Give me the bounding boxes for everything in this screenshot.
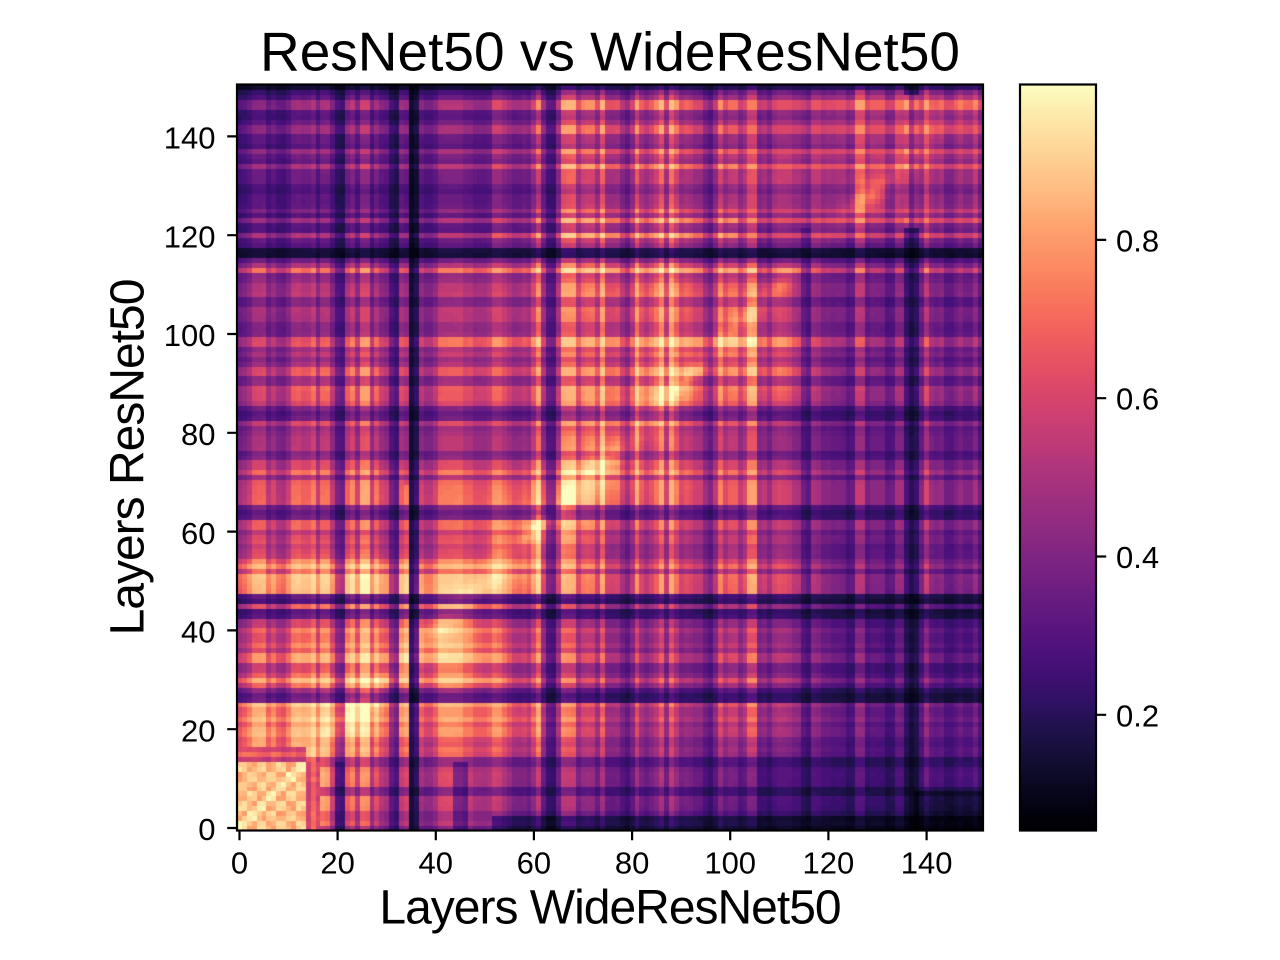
svg-text:140: 140 bbox=[901, 845, 953, 880]
svg-text:60: 60 bbox=[181, 516, 215, 551]
svg-text:60: 60 bbox=[517, 845, 551, 880]
svg-text:40: 40 bbox=[181, 615, 215, 650]
svg-text:40: 40 bbox=[419, 845, 453, 880]
svg-text:20: 20 bbox=[320, 845, 354, 880]
svg-text:ResNet50 vs WideResNet50: ResNet50 vs WideResNet50 bbox=[260, 21, 960, 83]
svg-text:0.2: 0.2 bbox=[1116, 698, 1159, 733]
svg-text:80: 80 bbox=[181, 417, 215, 452]
svg-text:120: 120 bbox=[164, 219, 216, 254]
svg-text:140: 140 bbox=[164, 121, 216, 156]
svg-text:80: 80 bbox=[615, 845, 649, 880]
svg-text:0.4: 0.4 bbox=[1116, 540, 1159, 575]
svg-text:20: 20 bbox=[181, 713, 215, 748]
svg-text:0.8: 0.8 bbox=[1116, 223, 1159, 258]
svg-text:0.6: 0.6 bbox=[1116, 382, 1159, 417]
svg-text:0: 0 bbox=[231, 845, 248, 880]
svg-text:Layers WideResNet50: Layers WideResNet50 bbox=[379, 881, 840, 934]
svg-text:0: 0 bbox=[198, 812, 215, 847]
svg-text:Layers ResNet50: Layers ResNet50 bbox=[102, 280, 155, 636]
svg-text:120: 120 bbox=[803, 845, 855, 880]
svg-text:100: 100 bbox=[704, 845, 756, 880]
svg-text:100: 100 bbox=[164, 318, 216, 353]
